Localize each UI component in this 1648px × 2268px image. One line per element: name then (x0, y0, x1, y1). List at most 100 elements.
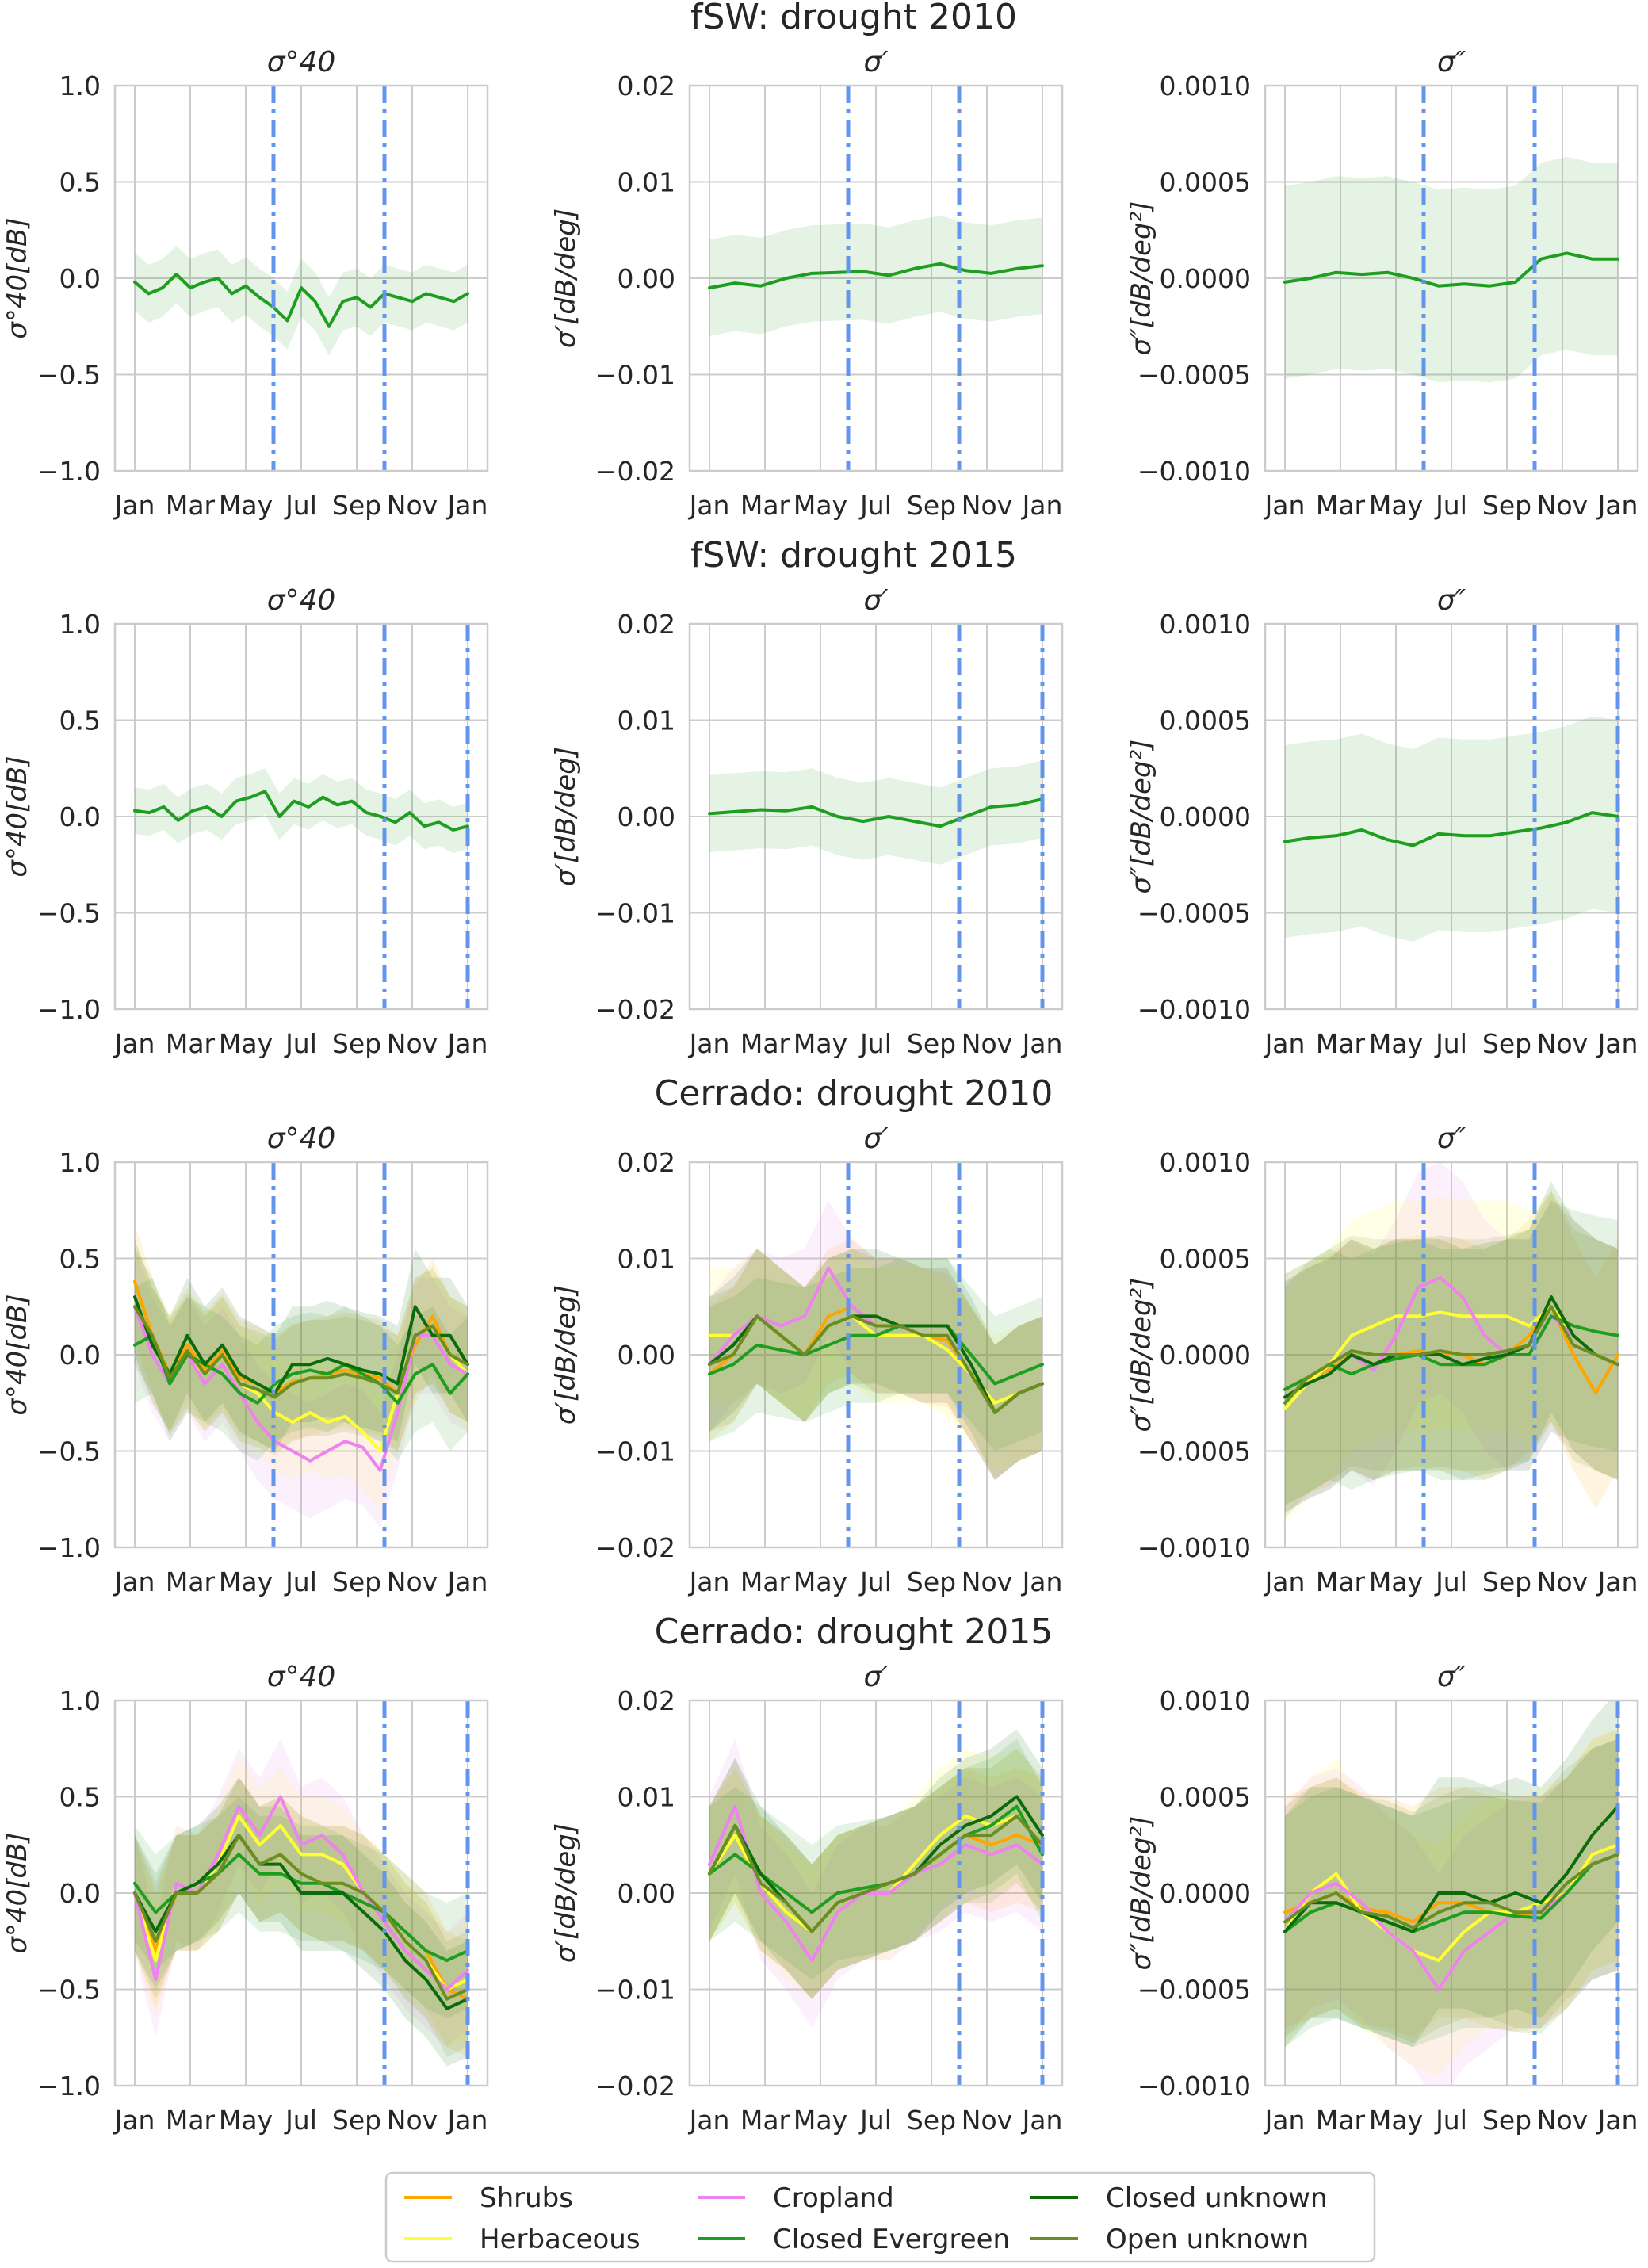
y-tick-label: −0.0005 (1138, 898, 1251, 929)
y-tick-label: 0.0000 (1160, 1340, 1251, 1371)
subplot: Jan Mar May Jul Sep Nov Jan 0.02 0.01 0.00 −0.01 −0… (550, 46, 1064, 521)
x-tick-label: Jan (1264, 1566, 1306, 1597)
subplot-title: σ°40 (267, 1123, 336, 1155)
y-axis-label: σ°40[dB] (2, 217, 33, 338)
series-line-open-unknown (133, 1305, 469, 1399)
x-tick-label: Jul (284, 1028, 317, 1059)
y-axis-label: σ″[dB/deg²] (1126, 740, 1157, 894)
series-line-closed-evergreen (708, 262, 1044, 290)
x-tick-label: Nov (1537, 490, 1588, 521)
y-tick-label: 0.00 (618, 801, 675, 832)
x-tick-label: Jul (858, 1028, 892, 1059)
x-tick-label: Jan (113, 1566, 155, 1597)
y-tick-label: 0.0000 (1160, 801, 1251, 832)
legend: Shrubs Herbaceous Cropland Closed Evergreen… (384, 2171, 1376, 2263)
x-tick-label: Jan (446, 1566, 488, 1597)
y-tick-label: 0.01 (618, 1244, 675, 1275)
y-axis-label: σ′[dB/deg] (550, 1823, 582, 1963)
x-tick-label: Jan (446, 1028, 488, 1059)
y-axis-label: σ°40[dB] (2, 1294, 33, 1415)
y-tick-label: 0.0000 (1160, 263, 1251, 294)
legend-item: Closed Evergreen (698, 2224, 1010, 2255)
x-tick-label: Nov (962, 490, 1012, 521)
legend-label: Closed unknown (1106, 2182, 1328, 2214)
x-tick-label: Nov (962, 1028, 1012, 1059)
series-band-closed-unknown (1285, 1700, 1618, 2048)
plot-frame (113, 1161, 489, 1549)
y-tick-label: 0.01 (618, 167, 675, 198)
x-tick-label: Sep (1482, 490, 1531, 521)
legend-item: Shrubs (404, 2182, 573, 2214)
series-line-closed-unknown (133, 1834, 469, 2010)
y-axis-label: σ′[dB/deg] (550, 1285, 582, 1425)
y-tick-label: 0.0 (59, 263, 101, 294)
x-tick-label: Jan (1021, 2105, 1063, 2136)
y-tick-label: 1.0 (59, 71, 101, 101)
subplot: Jan Mar May Jul Sep Nov Jan 0.02 0.01 0.00 −0.01 −0… (550, 1661, 1064, 2136)
x-tick-label: Sep (332, 1566, 381, 1597)
y-tick-label: −1.0 (37, 456, 101, 487)
x-tick-label: Nov (1537, 1566, 1588, 1597)
x-tick-label: Jul (1434, 1566, 1467, 1597)
series-line-open-unknown (708, 1314, 1044, 1414)
x-tick-label: May (793, 1028, 847, 1059)
y-tick-label: 0.0005 (1160, 167, 1251, 198)
x-tick-label: Nov (387, 1566, 438, 1597)
y-axis-label: σ″[dB/deg²] (1126, 1278, 1157, 1432)
y-tick-label: −0.0010 (1138, 456, 1251, 487)
y-tick-label: 0.5 (59, 1782, 101, 1813)
y-tick-label: 0.0010 (1160, 609, 1251, 640)
plot-frame (688, 1161, 1064, 1549)
x-tick-label: Jan (113, 2105, 155, 2136)
y-tick-label: −0.02 (595, 2071, 675, 2102)
x-tick-label: May (219, 1566, 273, 1597)
legend-label: Cropland (773, 2182, 894, 2214)
y-tick-label: −1.0 (37, 1532, 101, 1563)
series-band-shrubs (135, 1777, 468, 2057)
y-tick-label: 0.5 (59, 1244, 101, 1275)
y-tick-label: −0.01 (595, 898, 675, 929)
y-tick-label: −0.0005 (1138, 360, 1251, 391)
series-band-closed-evergreen (1285, 716, 1618, 942)
x-tick-label: Mar (166, 1028, 216, 1059)
series-band-open-unknown (135, 1777, 468, 2057)
series-line-closed-unknown (1283, 1295, 1619, 1399)
subplot: Jan Mar May Jul Sep Nov Jan 1.0 0.5 0.0 −0.5 −1.0 σ°… (2, 1661, 489, 2136)
y-tick-label: 0.5 (59, 167, 101, 198)
x-tick-label: Nov (962, 1566, 1012, 1597)
series-line-closed-evergreen (708, 797, 1044, 828)
y-tick-label: 0.02 (618, 609, 675, 640)
x-tick-label: Jul (1434, 1028, 1467, 1059)
series-line-closed-evergreen (708, 1324, 1044, 1386)
y-tick-label: −0.0005 (1138, 1436, 1251, 1467)
subplot-title: σ′ (864, 584, 889, 617)
subplot: Jan Mar May Jul Sep Nov Jan 1.0 0.5 0.0 −0.5 −1.0 σ°… (2, 584, 489, 1059)
y-tick-label: 0.01 (618, 706, 675, 736)
x-tick-label: Nov (387, 2105, 438, 2136)
plot-frame (113, 622, 489, 1011)
x-tick-label: Mar (166, 490, 216, 521)
y-tick-label: 0.0005 (1160, 706, 1251, 736)
series-band-closed-evergreen (709, 1738, 1042, 1980)
series-line-open-unknown (133, 1834, 469, 2001)
legend-item: Cropland (698, 2182, 894, 2214)
y-tick-label: −0.0005 (1138, 1975, 1251, 2006)
y-axis-label: σ″[dB/deg²] (1126, 1816, 1157, 1971)
y-tick-label: 0.0010 (1160, 1147, 1251, 1178)
y-axis-label: σ°40[dB] (2, 755, 33, 877)
series-band-closed-unknown (135, 1239, 468, 1451)
x-tick-label: Nov (387, 490, 438, 521)
x-tick-label: Jul (284, 1566, 317, 1597)
y-tick-label: −0.01 (595, 1975, 675, 2006)
y-tick-label: 0.0005 (1160, 1244, 1251, 1275)
subplot: Jan Mar May Jul Sep Nov Jan 0.0010 0.0005 0.0000 −… (1126, 1661, 1639, 2136)
y-tick-label: −0.02 (595, 456, 675, 487)
x-tick-label: Sep (332, 1028, 381, 1059)
y-tick-label: 0.0 (59, 1340, 101, 1371)
x-tick-label: Sep (1482, 2105, 1531, 2136)
x-tick-label: Jan (688, 2105, 730, 2136)
series-group (1283, 716, 1619, 942)
y-tick-label: −0.0010 (1138, 1532, 1251, 1563)
x-tick-label: May (219, 490, 273, 521)
plot-frame (1264, 622, 1639, 1011)
